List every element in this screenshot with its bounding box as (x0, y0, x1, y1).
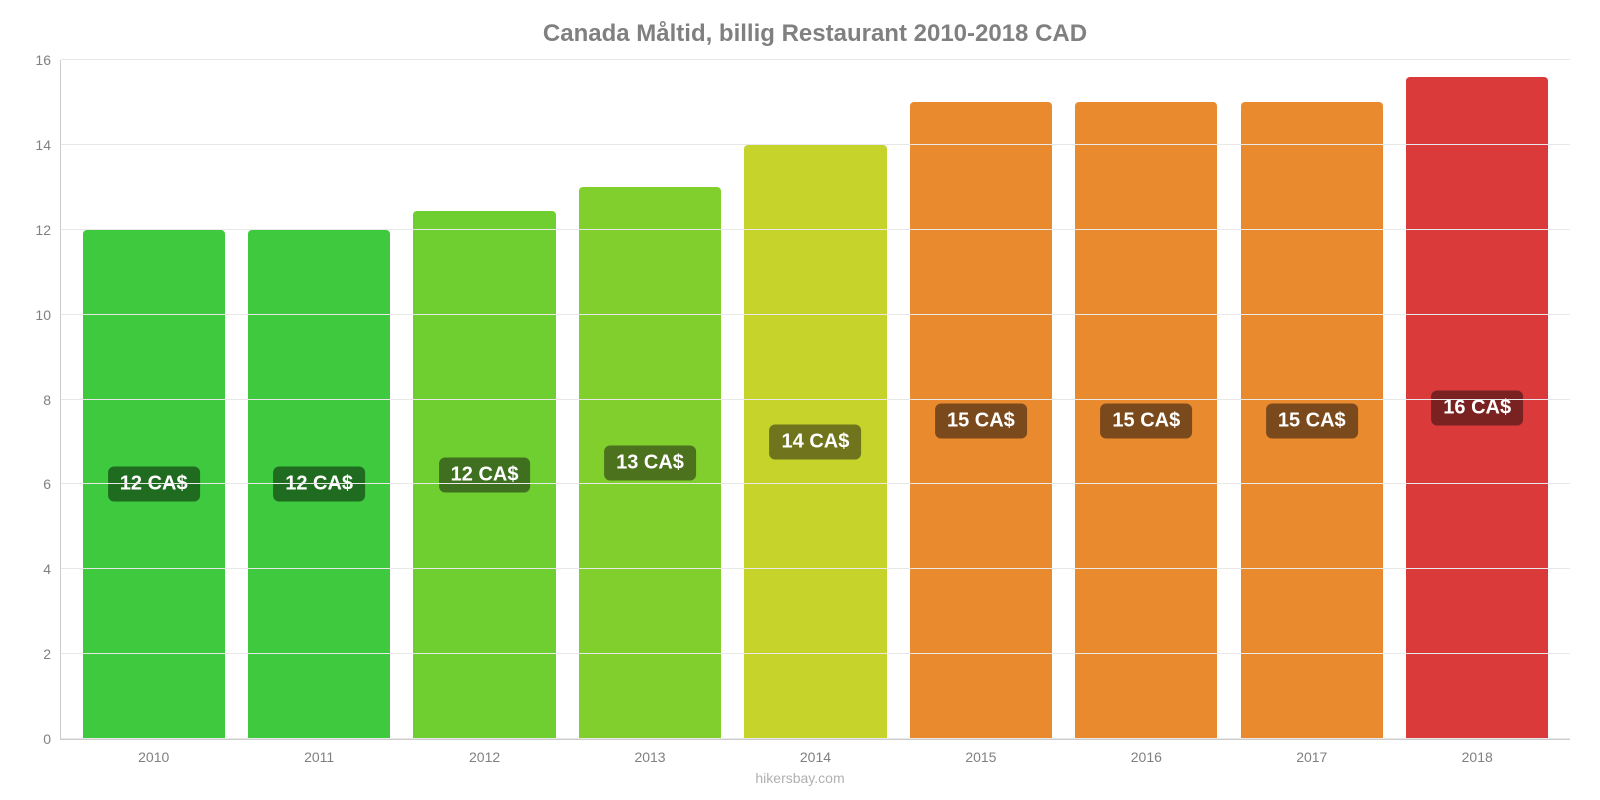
bar-slot: 15 CA$2016 (1064, 60, 1229, 739)
y-tick-label: 12 (35, 222, 61, 238)
x-tick-label: 2015 (965, 739, 996, 765)
y-tick-label: 4 (43, 561, 61, 577)
gridline (61, 399, 1570, 400)
y-tick-label: 8 (43, 392, 61, 408)
x-tick-label: 2011 (304, 739, 334, 765)
bar: 15 CA$ (1241, 102, 1383, 739)
bar-slot: 16 CA$2018 (1395, 60, 1560, 739)
gridline (61, 229, 1570, 230)
bar: 15 CA$ (1075, 102, 1217, 739)
bar-slot: 13 CA$2013 (567, 60, 732, 739)
bar-slot: 15 CA$2015 (898, 60, 1063, 739)
gridline (61, 568, 1570, 569)
gridline (61, 738, 1570, 739)
x-tick-label: 2010 (138, 739, 169, 765)
bar: 15 CA$ (910, 102, 1052, 739)
bar-value-badge: 12 CA$ (273, 467, 365, 502)
x-tick-label: 2014 (800, 739, 831, 765)
bar-value-badge: 15 CA$ (935, 403, 1027, 438)
gridline (61, 314, 1570, 315)
bar-slot: 12 CA$2010 (71, 60, 236, 739)
bars-row: 12 CA$201012 CA$201112 CA$201213 CA$2013… (61, 60, 1570, 739)
y-tick-label: 2 (43, 646, 61, 662)
gridline (61, 653, 1570, 654)
plot-area: 12 CA$201012 CA$201112 CA$201213 CA$2013… (60, 60, 1570, 740)
bar: 13 CA$ (579, 187, 721, 739)
y-tick-label: 16 (35, 52, 61, 68)
gridline (61, 144, 1570, 145)
y-tick-label: 14 (35, 137, 61, 153)
bar-value-badge: 15 CA$ (1266, 403, 1358, 438)
y-tick-label: 10 (35, 307, 61, 323)
bar-slot: 15 CA$2017 (1229, 60, 1394, 739)
bar: 12 CA$ (248, 230, 390, 739)
y-tick-label: 6 (43, 476, 61, 492)
bar-value-badge: 15 CA$ (1100, 403, 1192, 438)
bar: 14 CA$ (744, 145, 886, 739)
x-tick-label: 2018 (1462, 739, 1493, 765)
x-tick-label: 2017 (1296, 739, 1327, 765)
bar-value-badge: 14 CA$ (770, 424, 862, 459)
bar-value-badge: 12 CA$ (108, 467, 200, 502)
bar-slot: 12 CA$2012 (402, 60, 567, 739)
bar: 12 CA$ (83, 230, 225, 739)
gridline (61, 483, 1570, 484)
x-tick-label: 2013 (634, 739, 665, 765)
bar-value-badge: 16 CA$ (1431, 390, 1523, 425)
bar: 16 CA$ (1406, 77, 1548, 739)
chart-title: Canada Måltid, billig Restaurant 2010-20… (60, 20, 1570, 48)
bar: 12 CA$ (413, 211, 555, 739)
bar-value-badge: 12 CA$ (439, 457, 531, 492)
chart-container: Canada Måltid, billig Restaurant 2010-20… (0, 0, 1600, 800)
x-tick-label: 2016 (1131, 739, 1162, 765)
gridline (61, 59, 1570, 60)
bar-value-badge: 13 CA$ (604, 446, 696, 481)
bar-slot: 14 CA$2014 (733, 60, 898, 739)
bar-slot: 12 CA$2011 (236, 60, 401, 739)
y-tick-label: 0 (43, 731, 61, 747)
x-tick-label: 2012 (469, 739, 500, 765)
attribution-text: hikersbay.com (0, 770, 1600, 786)
